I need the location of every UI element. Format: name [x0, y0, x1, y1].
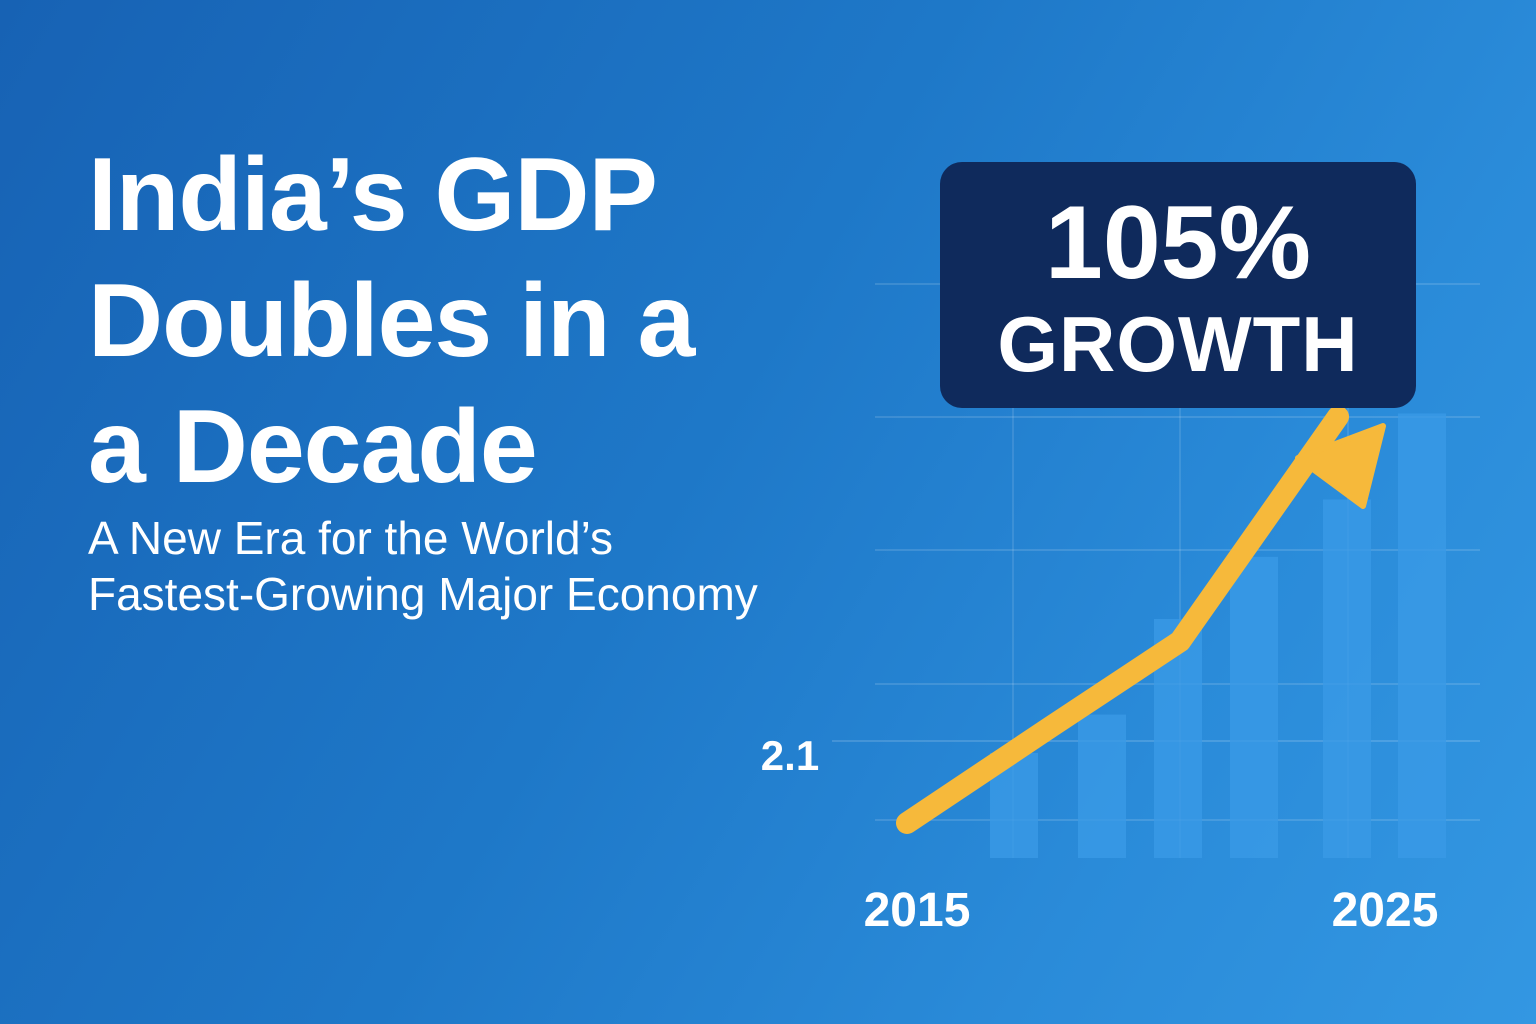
bar	[1078, 714, 1126, 858]
x-tick-label: 2015	[864, 884, 971, 937]
chart-trend-line	[896, 405, 1386, 834]
bar	[1230, 556, 1278, 858]
headline-line-2: Doubles in a	[88, 263, 695, 379]
bar	[1323, 499, 1371, 858]
growth-callout: 105% GROWTH	[940, 162, 1416, 408]
x-tick-label: 2025	[1332, 884, 1439, 937]
subtitle-line-2: Fastest-Growing Major Economy	[88, 568, 758, 620]
chart-bars	[990, 413, 1446, 858]
subtitle-line-1: A New Era for the World’s	[88, 512, 613, 564]
headline: India’s GDP Doubles in a a Decade	[88, 132, 848, 510]
headline-line-3: a Decade	[88, 389, 538, 505]
trend-arrow-head	[1295, 423, 1386, 509]
headline-line-1: India’s GDP	[88, 137, 658, 253]
bar	[1398, 413, 1446, 858]
trend-line	[896, 405, 1349, 834]
y-value-annotation: 2.1	[761, 732, 819, 779]
subtitle: A New Era for the World’s Fastest-Growin…	[88, 510, 908, 622]
growth-percentage: 105%	[1045, 185, 1311, 301]
growth-label: GROWTH	[997, 300, 1359, 388]
chart-labels: 2.1 2015 2025	[761, 732, 1439, 937]
